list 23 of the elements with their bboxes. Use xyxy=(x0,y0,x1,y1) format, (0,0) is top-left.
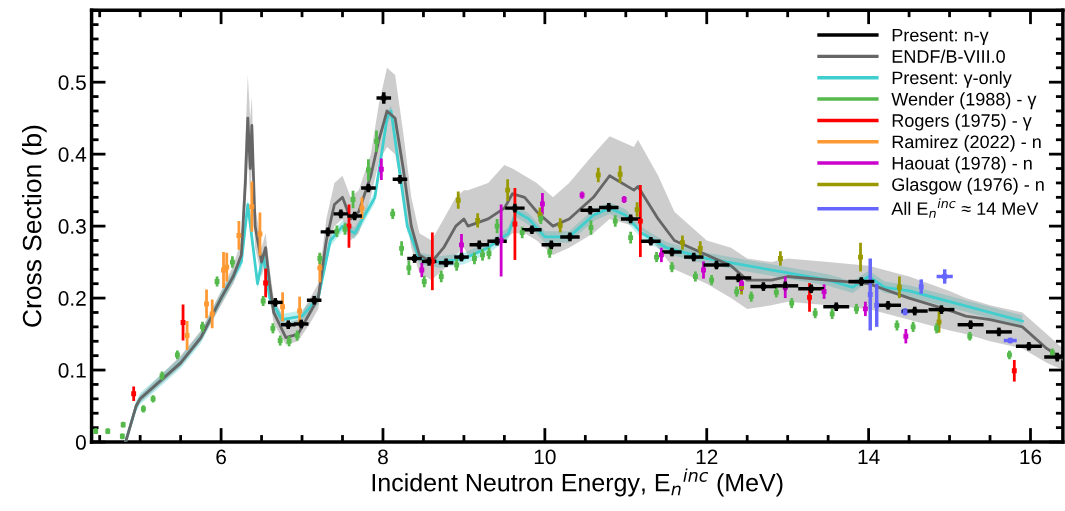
x-tick-label: 14 xyxy=(858,449,880,465)
legend-label: Rogers (1975) - γ xyxy=(892,113,1032,131)
y-tick-label: 0.1 xyxy=(58,363,86,378)
legend-label: Wender (1988) - γ xyxy=(891,92,1037,110)
y-tick-label: 0.3 xyxy=(58,219,86,234)
legend-label: ENDF/B-VIII.0 xyxy=(892,49,1005,63)
y-tick-label: 0 xyxy=(75,435,86,450)
legend-label: Haouat (1978) - n xyxy=(892,156,1032,174)
y-tick-label: 0.4 xyxy=(58,147,87,162)
x-tick-label: 8 xyxy=(378,449,388,465)
x-tick-label: 16 xyxy=(1020,449,1042,465)
y-tick-label: 0.5 xyxy=(58,75,86,90)
legend-label: Ramirez (2022) - n xyxy=(892,135,1041,152)
legend-label: All E$_{n}$$^{inc}$ ≈ 14 MeV xyxy=(891,198,1039,218)
y-tick-label: 0.2 xyxy=(58,291,86,306)
legend-label: Present: γ-only xyxy=(892,70,1012,88)
y-axis-title: Cross Section (b) xyxy=(22,125,47,327)
legend-label: Present: n-γ xyxy=(892,28,989,46)
x-tick-label: 12 xyxy=(696,449,718,465)
x-axis-title: Incident Neutron Energy, E$_{n}$$^{inc}$ (MeV) xyxy=(372,468,783,497)
x-tick-label: 6 xyxy=(216,449,226,465)
x-tick-label: 10 xyxy=(534,449,556,465)
legend-label: Glasgow (1976) - n xyxy=(892,177,1044,195)
